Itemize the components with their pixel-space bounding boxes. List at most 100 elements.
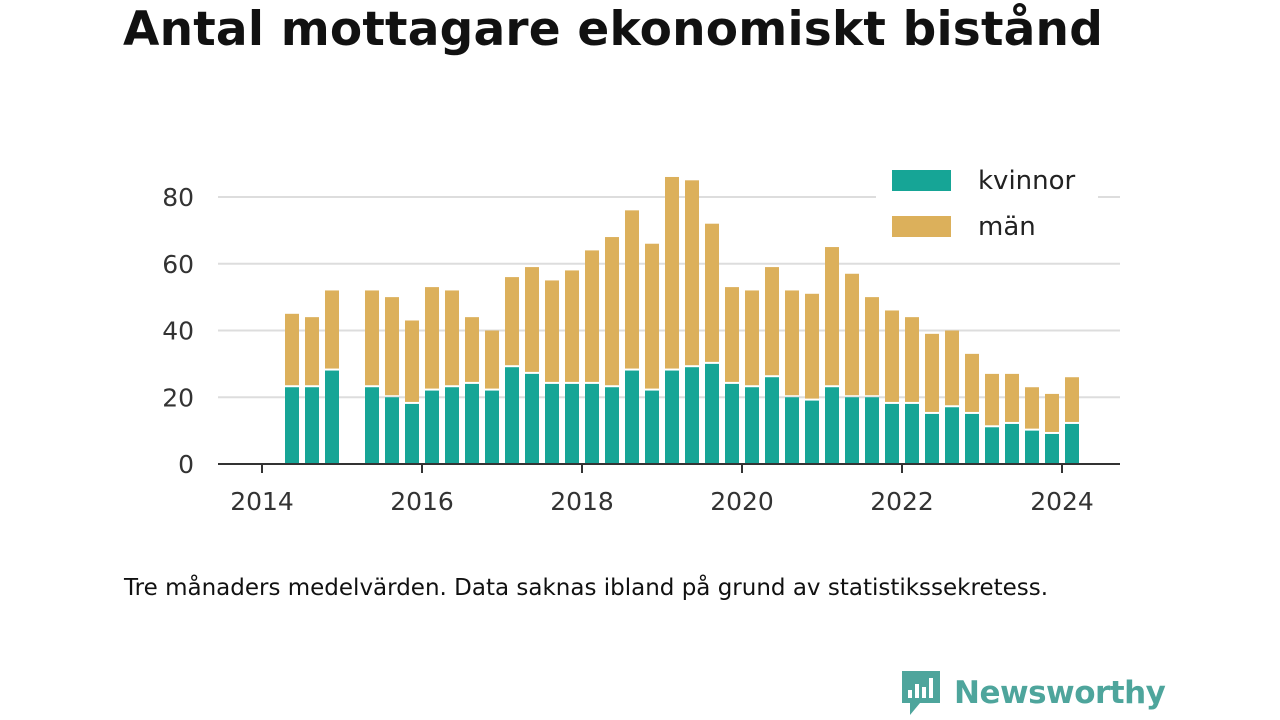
legend-label: kvinnor — [978, 166, 1076, 196]
bar-man — [905, 317, 919, 402]
bar-kvinnor — [905, 403, 919, 464]
axes: 0 20 40 60 80 2014 2016 2018 2020 2022 2024 — [162, 183, 1120, 516]
bar-man — [1065, 377, 1079, 422]
bar-kvinnor — [745, 387, 759, 464]
bar-kvinnor — [605, 387, 619, 464]
bar-man — [525, 267, 539, 372]
bar-kvinnor — [325, 370, 339, 464]
y-tick-label: 20 — [162, 383, 194, 412]
bars — [285, 176, 1079, 464]
y-tick-label: 40 — [162, 317, 194, 346]
bar-man — [865, 297, 879, 396]
bar-man — [445, 290, 459, 386]
legend: kvinnor män — [876, 160, 1098, 252]
bar-man — [285, 313, 299, 386]
bar-man — [1005, 373, 1019, 422]
bar-kvinnor — [785, 397, 799, 464]
bar-man — [945, 330, 959, 406]
x-tick-label: 2016 — [390, 487, 454, 516]
bar-kvinnor — [585, 383, 599, 464]
bar-man — [825, 247, 839, 386]
bar-kvinnor — [445, 387, 459, 464]
bar-kvinnor — [365, 387, 379, 464]
bar-man — [665, 176, 679, 369]
bar-kvinnor — [965, 413, 979, 464]
bar-man — [725, 287, 739, 382]
brand-logo: Newsworthy — [900, 669, 1166, 717]
bar-man — [425, 287, 439, 389]
bar-man — [785, 290, 799, 396]
y-tick-label: 60 — [162, 250, 194, 279]
bar-man — [545, 280, 559, 382]
bar-kvinnor — [565, 383, 579, 464]
bar-man — [505, 277, 519, 366]
bar-kvinnor — [865, 397, 879, 464]
bar-kvinnor — [545, 383, 559, 464]
x-tick-label: 2014 — [230, 487, 294, 516]
bar-kvinnor — [485, 390, 499, 464]
bar-kvinnor — [1065, 423, 1079, 464]
y-tick-label: 0 — [178, 450, 194, 479]
bar-kvinnor — [945, 407, 959, 464]
bar-man — [705, 223, 719, 362]
bar-man — [745, 290, 759, 386]
bar-man — [885, 310, 899, 402]
x-tick-label: 2018 — [550, 487, 614, 516]
brand-name: Newsworthy — [954, 675, 1166, 711]
bar-kvinnor — [805, 400, 819, 464]
bar-kvinnor — [1045, 433, 1059, 464]
bar-man — [625, 210, 639, 369]
bar-man — [585, 250, 599, 382]
bar-kvinnor — [765, 377, 779, 464]
bar-kvinnor — [505, 367, 519, 464]
x-tick-label: 2022 — [870, 487, 934, 516]
bar-kvinnor — [305, 387, 319, 464]
legend-swatch — [892, 170, 951, 191]
bar-man — [645, 243, 659, 389]
y-tick-label: 80 — [162, 183, 194, 212]
bar-kvinnor — [705, 363, 719, 464]
bar-man — [365, 290, 379, 386]
bar-kvinnor — [285, 387, 299, 464]
bar-kvinnor — [385, 397, 399, 464]
bar-kvinnor — [525, 373, 539, 464]
bar-kvinnor — [1025, 430, 1039, 464]
bar-kvinnor — [645, 390, 659, 464]
bar-kvinnor — [625, 370, 639, 464]
bar-man — [985, 373, 999, 426]
bar-man — [325, 290, 339, 369]
bar-man — [765, 267, 779, 376]
bar-kvinnor — [425, 390, 439, 464]
chart-footnote: Tre månaders medelvärden. Data saknas ib… — [124, 575, 1049, 601]
bar-man — [925, 333, 939, 412]
bar-man — [605, 237, 619, 386]
newsworthy-logo-icon — [902, 671, 940, 715]
bar-kvinnor — [465, 383, 479, 464]
bar-man — [1045, 393, 1059, 432]
bar-man — [805, 293, 819, 399]
bar-man — [685, 180, 699, 366]
bar-man — [385, 297, 399, 396]
chart-title: Antal mottagare ekonomiskt bistånd — [123, 2, 1104, 57]
bar-kvinnor — [845, 397, 859, 464]
bar-kvinnor — [665, 370, 679, 464]
bar-man — [565, 270, 579, 382]
bar-kvinnor — [925, 413, 939, 464]
bar-man — [405, 320, 419, 402]
bar-man — [485, 330, 499, 389]
bar-man — [965, 353, 979, 412]
bar-kvinnor — [685, 367, 699, 464]
bar-man — [845, 273, 859, 396]
bar-kvinnor — [985, 427, 999, 464]
stacked-bar-chart: 0 20 40 60 80 2014 2016 2018 2020 2022 2024 kvinno… — [162, 160, 1120, 516]
bar-man — [465, 317, 479, 382]
bar-kvinnor — [405, 403, 419, 464]
bar-man — [305, 317, 319, 386]
bar-man — [1025, 387, 1039, 429]
bar-kvinnor — [725, 383, 739, 464]
bar-kvinnor — [825, 387, 839, 464]
bar-kvinnor — [1005, 423, 1019, 464]
x-tick-label: 2020 — [710, 487, 774, 516]
legend-label: män — [978, 212, 1036, 242]
x-tick-label: 2024 — [1030, 487, 1094, 516]
